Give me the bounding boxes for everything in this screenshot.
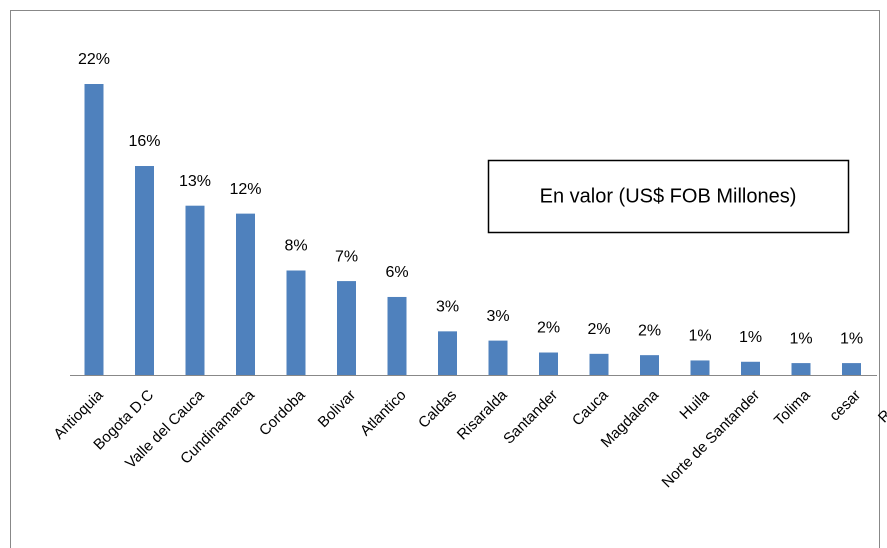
x-tick-label: Norte de Santander [659,387,764,492]
value-label: 16% [128,133,160,150]
bar [589,353,609,375]
bar [236,213,255,375]
value-label: 2% [537,320,560,337]
value-label: 1% [739,329,762,346]
value-label: 1% [688,328,711,345]
bar [286,270,306,375]
chart-frame [10,10,880,548]
x-tick-label: Huila [676,386,713,423]
x-tick-label: Cauca [569,386,612,429]
value-label: 2% [587,321,610,338]
value-label: 7% [335,248,358,265]
value-label: 3% [436,299,459,316]
bar [690,360,710,375]
bar [488,340,508,375]
bar [135,166,154,375]
value-label: 6% [385,264,408,281]
value-label: 13% [179,173,211,190]
bar [640,355,659,375]
annotation-box [487,159,850,234]
x-tick-label: Tolima [771,386,814,429]
value-label: 1% [840,330,863,347]
bar [842,363,861,375]
value-label: 22% [78,51,110,68]
bar [185,205,205,375]
bar [84,84,104,375]
bar [539,352,558,375]
x-tick-label: cesar [826,387,864,425]
bar [438,331,457,375]
value-label: 2% [638,322,661,339]
value-label: 12% [229,181,261,198]
value-label: 8% [284,238,307,255]
x-tick-label: Cordoba [256,386,309,439]
x-tick-label: Atlantico [357,387,410,440]
annotation: En valor (US$ FOB Millones) [540,185,797,207]
value-label: 3% [486,308,509,325]
bar [337,281,356,375]
x-tick-label: Santander [500,387,561,448]
x-tick-label: Caldas [415,387,460,432]
bar [387,296,407,375]
x-tick-label: Resto [875,387,887,427]
bar [741,361,760,375]
bar [791,363,811,375]
x-tick-label: Bolivar [315,387,359,431]
value-label: 1% [789,330,812,347]
